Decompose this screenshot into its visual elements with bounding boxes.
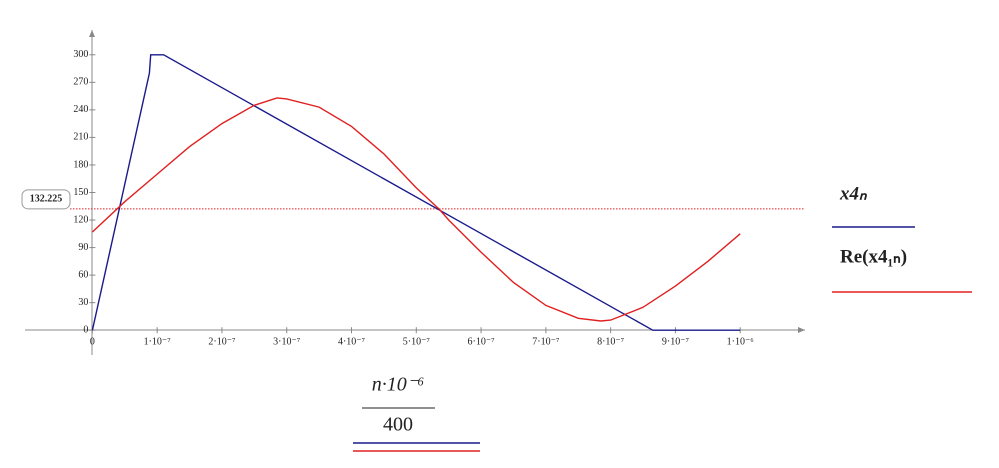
x-tick-label: 2·10⁻⁷ [208,337,236,348]
series-line [91,54,741,331]
y-axis-arrow [89,30,95,37]
y-tick-label: 300 [73,49,88,60]
legend-label: Re(x4₁ₙ) [840,246,907,267]
x-tick-label: 8·10⁻⁷ [597,337,625,348]
x-tick-label: 1·10⁻⁷ [144,337,172,348]
y-tick-label: 240 [73,104,88,115]
x-label-numerator: n·10⁻⁶ [372,374,425,396]
y-tick-label: 150 [73,187,88,198]
y-tick-label: 0 [83,325,88,336]
series-line [91,97,741,322]
x-tick-label: 5·10⁻⁷ [403,337,431,348]
marker-box [21,189,71,210]
x-axis-arrow [798,327,805,333]
y-tick-label: 210 [73,132,88,143]
x-tick-label: 6·10⁻⁷ [468,337,496,348]
x-tick-label: 0 [90,337,95,348]
x-tick-label: 3·10⁻⁷ [273,337,301,348]
y-tick-label: 270 [73,77,88,88]
x-tick-label: 1·10⁻⁶ [727,337,755,348]
x-tick-label: 9·10⁻⁷ [662,337,690,348]
y-tick-label: 60 [78,269,88,280]
y-tick-label: 180 [73,159,88,170]
y-tick-label: 120 [73,214,88,225]
legend-label: x4ₙ [839,183,868,204]
x-tick-label: 7·10⁻⁷ [532,337,560,348]
x-tick-label: 4·10⁻⁷ [338,337,366,348]
marker-label: 132.225 [30,194,63,205]
y-tick-label: 30 [78,297,88,308]
y-tick-label: 90 [78,242,88,253]
x-label-denominator: 400 [383,414,413,436]
